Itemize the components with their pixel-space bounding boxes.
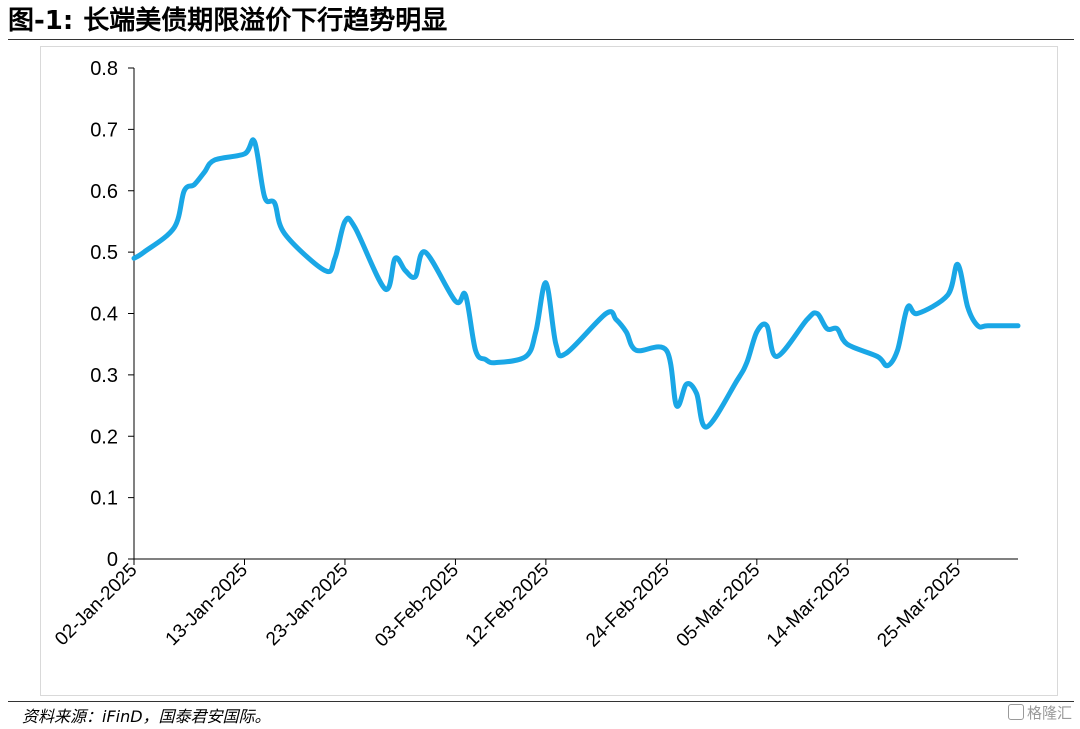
y-tick-label: 0.2 [90, 426, 118, 448]
x-tick-label: 23-Jan-2025 [262, 560, 352, 650]
x-tick-label: 05-Mar-2025 [673, 560, 765, 652]
y-tick-label: 0 [107, 549, 118, 571]
x-tick-label: 03-Feb-2025 [371, 560, 463, 652]
y-tick-label: 0.1 [90, 488, 118, 510]
x-tick-label: 24-Feb-2025 [582, 560, 674, 652]
y-tick-label: 0.3 [90, 365, 118, 387]
source-note: 资料来源：iFinD，国泰君安国际。 [22, 707, 271, 726]
x-tick-label: 25-Mar-2025 [873, 560, 965, 652]
y-tick-label: 0.5 [90, 242, 118, 264]
y-tick-label: 0.7 [90, 119, 118, 141]
watermark-text: 格隆汇 [1026, 704, 1072, 722]
figure-number: 图-1: [8, 6, 74, 36]
title-rule [8, 39, 1074, 40]
series-line [131, 137, 1021, 430]
source-rule [8, 701, 1074, 702]
watermark: 格隆汇 [1007, 702, 1072, 723]
figure-title: 图-1: 长端美债期限溢价下行趋势明显 [8, 4, 447, 38]
x-tick-label: 02-Jan-2025 [51, 560, 141, 650]
x-tick-label: 12-Feb-2025 [462, 560, 554, 652]
watermark-logo-icon [1007, 704, 1024, 720]
y-tick-label: 0.8 [90, 58, 118, 80]
chart-frame [40, 46, 1058, 696]
x-tick-label: 13-Jan-2025 [162, 560, 252, 650]
figure-title-text: 长端美债期限溢价下行趋势明显 [83, 6, 448, 36]
y-tick-label: 0.4 [90, 304, 118, 326]
y-tick-label: 0.6 [90, 181, 118, 203]
x-tick-label: 14-Mar-2025 [763, 560, 855, 652]
